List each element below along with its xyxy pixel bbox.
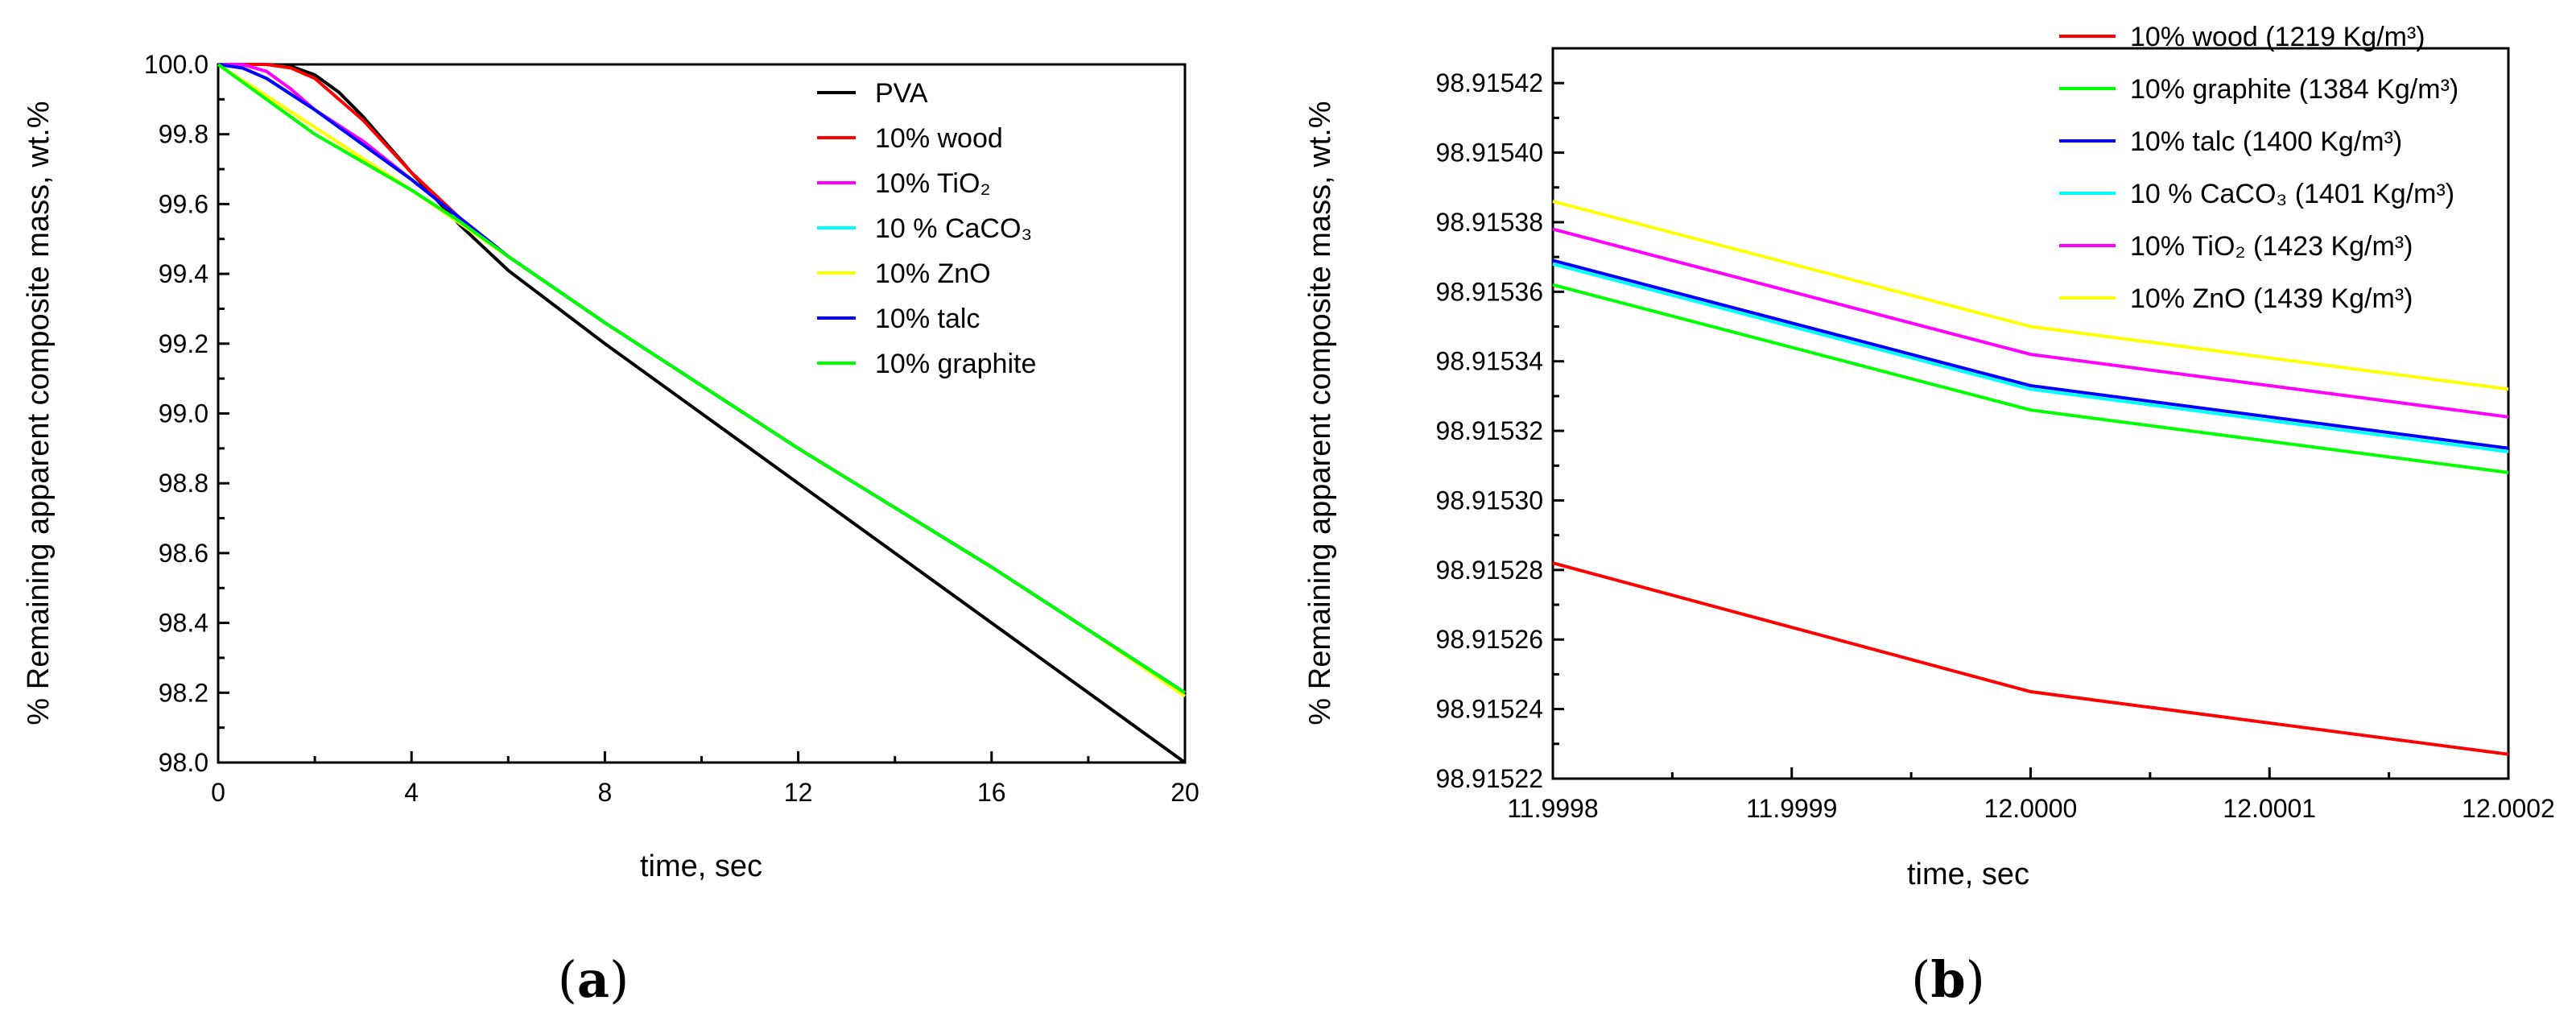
legend-a: PVA 10% wood 10% TiO₂ 10 % CaCO₃ 10% ZnO 10% … — [817, 78, 1036, 379]
x-tick-label: 12.0000 — [1984, 794, 2078, 823]
y-tick-label: 98.4 — [159, 609, 208, 638]
legend-b: 10% wood (1219 Kg/m³) 10% graphite (1384 … — [2059, 22, 2458, 314]
legend-label: 10 % CaCO₃ (1401 Kg/m³) — [2130, 179, 2454, 209]
y-tick-label: 98.2 — [159, 678, 208, 707]
legend-label: 10% TiO₂ — [875, 168, 991, 199]
legend-label: 10% TiO₂ (1423 Kg/m³) — [2130, 231, 2413, 262]
legend-label: PVA — [875, 78, 928, 109]
legend-label: 10% wood — [875, 123, 1003, 154]
y-tick-label: 99.8 — [159, 120, 208, 149]
y-tick-label: 98.91524 — [1436, 695, 1543, 724]
y-tick-label: 99.4 — [159, 259, 208, 288]
panel-letter-a: a — [577, 950, 609, 1009]
y-tick-label: 98.91530 — [1436, 486, 1543, 515]
panel-label-a: (a) — [558, 950, 630, 1009]
y-tick-label: 98.91528 — [1436, 556, 1543, 585]
legend-label: 10% ZnO — [875, 258, 991, 289]
y-tick-label: 98.91538 — [1436, 208, 1543, 237]
series-line — [1552, 262, 2509, 453]
y-tick-label: 98.91526 — [1436, 625, 1543, 654]
x-tick-label: 12 — [784, 778, 813, 807]
y-tick-label: 98.8 — [159, 469, 208, 498]
chart-b: 11.9998 11.9999 12.0000 12.0001 12.0002 98.91… — [1303, 22, 2555, 1009]
y-tick-label: 98.91536 — [1436, 277, 1543, 306]
y-tick-label: 98.91542 — [1436, 68, 1543, 97]
y-tick-label: 98.91522 — [1436, 764, 1543, 793]
legend-label: 10% ZnO (1439 Kg/m³) — [2130, 283, 2413, 314]
y-tick-label: 98.91532 — [1436, 416, 1543, 445]
series-line — [1552, 200, 2509, 391]
series-line — [1552, 283, 2509, 474]
x-tick-label: 16 — [977, 778, 1006, 807]
y-tick-label: 98.6 — [159, 539, 208, 568]
plot-frame-b — [1551, 47, 2510, 780]
panel-letter-b: b — [1930, 950, 1965, 1009]
panel-label-b: (b) — [1911, 950, 1985, 1009]
y-axis-label-a: % Remaining apparent composite mass, wt.… — [22, 101, 56, 725]
x-tick-label: 8 — [598, 778, 613, 807]
series-lines-a — [217, 63, 1187, 764]
y-tick-label: 99.0 — [159, 399, 208, 428]
legend-label: 10% graphite (1384 Kg/m³) — [2130, 74, 2458, 105]
legend-label: 10% talc (1400 Kg/m³) — [2130, 126, 2402, 157]
series-line — [217, 63, 1187, 694]
y-tick-label: 98.91534 — [1436, 347, 1543, 376]
y-tick-label: 99.2 — [159, 329, 208, 358]
x-tick-label: 0 — [211, 778, 225, 807]
series-line — [217, 63, 1187, 698]
series-lines-b — [1552, 200, 2509, 756]
series-line — [218, 63, 1187, 764]
series-line — [1552, 561, 2509, 756]
legend-label: 10% graphite — [875, 349, 1036, 379]
y-tick-label: 98.0 — [159, 748, 208, 777]
y-tick-label: 98.91540 — [1436, 138, 1543, 167]
chart-a: 0 4 8 12 16 20 98.0 98.2 98.4 98.6 98.8 99.0 99.2 99.… — [22, 50, 1199, 1009]
x-tick-label: 12.0001 — [2223, 794, 2316, 823]
y-tick-label: 99.6 — [159, 189, 208, 218]
series-line — [1552, 227, 2509, 419]
x-tick-label: 11.9999 — [1746, 794, 1837, 823]
x-axis-label-a: time, sec — [640, 849, 762, 883]
x-axis-label-b: time, sec — [1907, 858, 2029, 891]
legend-label: 10% wood (1219 Kg/m³) — [2130, 22, 2425, 52]
y-axis-label-b: % Remaining apparent composite mass, wt.… — [1303, 101, 1337, 725]
legend-label: 10 % CaCO₃ — [875, 213, 1032, 244]
x-tick-label: 4 — [404, 778, 419, 807]
legend-label: 10% talc — [875, 304, 980, 334]
y-tick-label: 100.0 — [144, 50, 208, 79]
series-line — [1552, 258, 2509, 450]
x-tick-label: 12.0002 — [2462, 794, 2555, 823]
x-tick-label: 20 — [1170, 778, 1199, 807]
x-tick-label: 11.9998 — [1507, 794, 1598, 823]
